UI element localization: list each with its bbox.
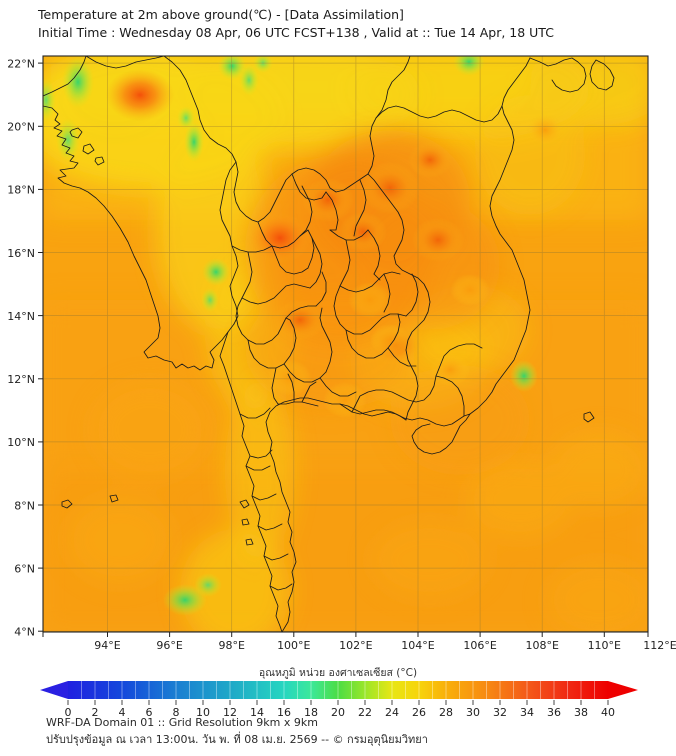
x-tick-label: 104°E xyxy=(401,639,434,652)
colorbar-tick-label: 18 xyxy=(304,706,318,719)
colorbar-ticks xyxy=(67,700,609,705)
footer: WRF-DA Domain 01 :: Grid Resolution 9km … xyxy=(46,714,646,748)
x-tick-label: 112°E xyxy=(643,639,676,652)
footer-line-2: ปรับปรุงข้อมูล ณ เวลา 13:00น. วัน พ. ที่… xyxy=(46,733,428,746)
colorbar-tick-label: 36 xyxy=(547,706,561,719)
x-tick-label: 110°E xyxy=(588,639,621,652)
y-tick-label: 16°N xyxy=(7,247,35,260)
y-tick-label: 22°N xyxy=(7,58,35,71)
x-tick-label: 96°E xyxy=(156,639,182,652)
colorbar-tick-label: 32 xyxy=(493,706,507,719)
colorbar-tick-label: 0 xyxy=(65,706,72,719)
x-tick-label: 98°E xyxy=(218,639,244,652)
colorbar-tick-label: 28 xyxy=(439,706,453,719)
colorbar-tick-label: 40 xyxy=(601,706,615,719)
y-tick-label: 4°N xyxy=(14,626,35,639)
colorbar-segments xyxy=(81,681,595,699)
page-title: Temperature at 2m above ground(℃) - [Dat… xyxy=(38,6,658,42)
colorbar-tick-label: 8 xyxy=(173,706,180,719)
colorbar-tick-label: 12 xyxy=(223,706,237,719)
x-tick-label: 100°E xyxy=(277,639,310,652)
colorbar: 0 2 4 6 8 10 12 14 16 18 20 22 24 26 28 … xyxy=(0,676,676,720)
coastline-and-borders xyxy=(43,56,615,632)
y-tick-label: 8°N xyxy=(14,499,35,512)
colorbar-tick-label: 24 xyxy=(385,706,399,719)
colorbar-tick-label: 26 xyxy=(412,706,426,719)
title-line-2: Initial Time : Wednesday 08 Apr, 06 UTC … xyxy=(38,25,554,40)
footer-line-1: WRF-DA Domain 01 :: Grid Resolution 9km … xyxy=(46,716,318,729)
colorbar-tick-label: 4 xyxy=(119,706,126,719)
y-tick-label: 12°N xyxy=(7,373,35,386)
colorbar-tick-label: 14 xyxy=(250,706,264,719)
x-tick-label: 106°E xyxy=(463,639,496,652)
plot-border xyxy=(42,55,649,633)
cool-pockets xyxy=(43,56,538,616)
y-axis-labels: 4°N 6°N 8°N 10°N 12°N 14°N 16°N 18°N 20°… xyxy=(7,58,35,639)
y-tick-label: 20°N xyxy=(7,121,35,134)
x-tick-label: 102°E xyxy=(339,639,372,652)
y-tick-label: 6°N xyxy=(14,562,35,575)
temperature-field xyxy=(43,56,648,632)
colorbar-tick-label: 22 xyxy=(358,706,372,719)
map-svg: 94°E 96°E 98°E 100°E 102°E 104°E 106°E 1… xyxy=(7,55,676,652)
colorbar-extend-low xyxy=(40,681,68,699)
colorbar-label: อุณหภูมิ หน่วย องศาเซลเซียส (°C) xyxy=(258,667,418,679)
colorbar-svg: 0 2 4 6 8 10 12 14 16 18 20 22 24 26 28 … xyxy=(40,681,638,719)
colorbar-tick-label: 20 xyxy=(331,706,345,719)
x-tick-label: 94°E xyxy=(94,639,120,652)
graticule xyxy=(43,56,648,632)
colorbar-tick-label: 10 xyxy=(196,706,210,719)
title-line-1: Temperature at 2m above ground(℃) - [Dat… xyxy=(38,7,404,22)
colorbar-tick-label: 34 xyxy=(520,706,534,719)
x-axis-labels: 94°E 96°E 98°E 100°E 102°E 104°E 106°E 1… xyxy=(94,639,676,652)
y-tick-label: 10°N xyxy=(7,436,35,449)
colorbar-tick-labels: 0 2 4 6 8 10 12 14 16 18 20 22 24 26 28 … xyxy=(65,706,616,719)
y-tick-label: 14°N xyxy=(7,310,35,323)
x-tick-label: 108°E xyxy=(525,639,558,652)
colorbar-tick-label: 6 xyxy=(146,706,153,719)
colorbar-extend-high xyxy=(608,681,638,699)
y-tick-label: 18°N xyxy=(7,184,35,197)
colorbar-tick-label: 16 xyxy=(277,706,291,719)
colorbar-tick-label: 2 xyxy=(92,706,99,719)
colorbar-tick-label: 30 xyxy=(466,706,480,719)
colorbar-tick-label: 38 xyxy=(574,706,588,719)
ocean-texture xyxy=(65,380,648,632)
map-plot: 94°E 96°E 98°E 100°E 102°E 104°E 106°E 1… xyxy=(7,55,676,652)
axis-ticks xyxy=(38,62,649,637)
